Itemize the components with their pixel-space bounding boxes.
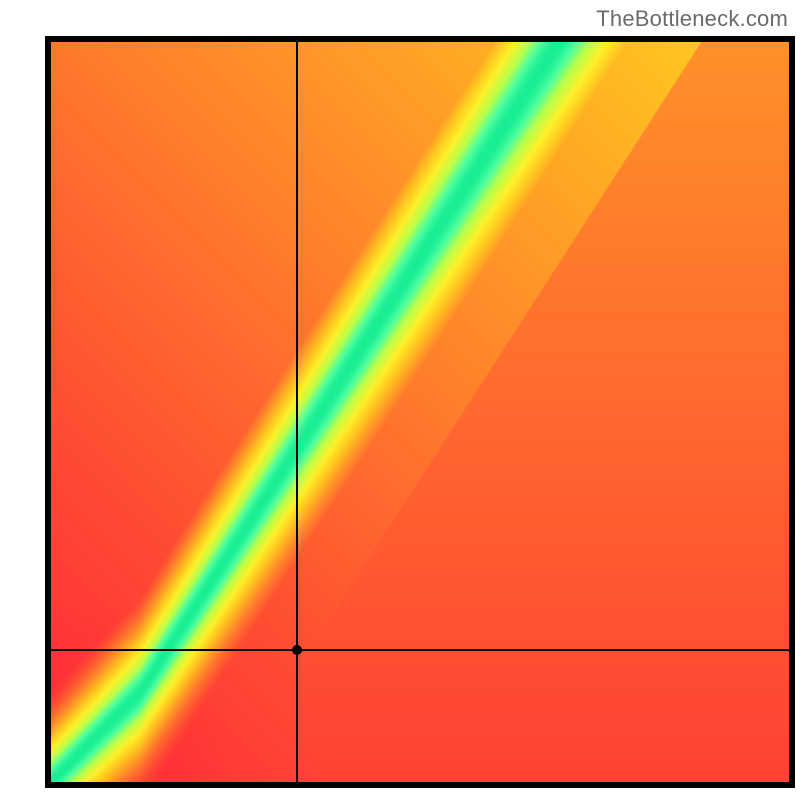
heatmap-canvas [51,42,789,782]
crosshair-horizontal [51,649,789,651]
marker-dot [292,645,302,655]
chart-container: TheBottleneck.com [0,0,800,800]
attribution-label: TheBottleneck.com [596,6,788,32]
crosshair-vertical [296,42,298,782]
plot-frame [45,36,795,788]
